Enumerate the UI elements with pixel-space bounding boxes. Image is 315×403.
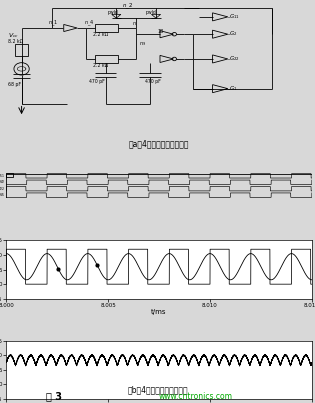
Bar	[95, 55, 118, 63]
Text: pwld: pwld	[145, 10, 156, 15]
Text: 2.2 kΩ: 2.2 kΩ	[93, 63, 108, 68]
Text: 470 pF: 470 pF	[145, 79, 161, 84]
Bar	[6, 173, 14, 177]
Text: $g_1$: $g_1$	[0, 191, 5, 199]
Text: $V_{cc}$: $V_{cc}$	[8, 31, 19, 40]
Text: 圖 3: 圖 3	[46, 391, 61, 401]
Text: $g_{22}$: $g_{22}$	[0, 185, 5, 193]
Text: （b）4路全橋驅動脈沖仿真: （b）4路全橋驅動脈沖仿真	[127, 385, 188, 394]
X-axis label: t/ms: t/ms	[151, 309, 167, 315]
Text: 470 pF: 470 pF	[89, 79, 105, 84]
Bar	[15, 44, 28, 56]
Text: $n{\_}1$: $n{\_}1$	[49, 19, 59, 29]
Text: $G_{11}$: $G_{11}$	[229, 12, 240, 21]
Text: pwld: pwld	[107, 10, 118, 15]
Text: $n_9$: $n_9$	[139, 40, 146, 48]
Text: $G_{22}$: $G_{22}$	[229, 54, 240, 63]
Text: www.cntronics.com: www.cntronics.com	[158, 393, 232, 401]
Text: 8.2 kΩ: 8.2 kΩ	[8, 39, 23, 44]
Text: $n$: $n$	[132, 20, 136, 27]
Text: $G_2$: $G_2$	[229, 29, 238, 38]
Text: $g_{11}$: $g_{11}$	[0, 172, 5, 180]
Text: 1B: 1B	[158, 29, 164, 34]
Text: （a）4路全橋驅動脈沖信號: （a）4路全橋驅動脈沖信號	[129, 139, 189, 148]
Text: $n{\_}2$: $n{\_}2$	[123, 1, 134, 10]
Text: $G_1$: $G_1$	[229, 84, 238, 93]
Text: 2.2 kΩ: 2.2 kΩ	[93, 32, 108, 37]
Text: 68 pF: 68 pF	[8, 83, 21, 87]
Text: $n{\_}4$: $n{\_}4$	[84, 19, 94, 29]
Bar	[95, 24, 118, 32]
Text: $g_2$: $g_2$	[0, 179, 5, 186]
